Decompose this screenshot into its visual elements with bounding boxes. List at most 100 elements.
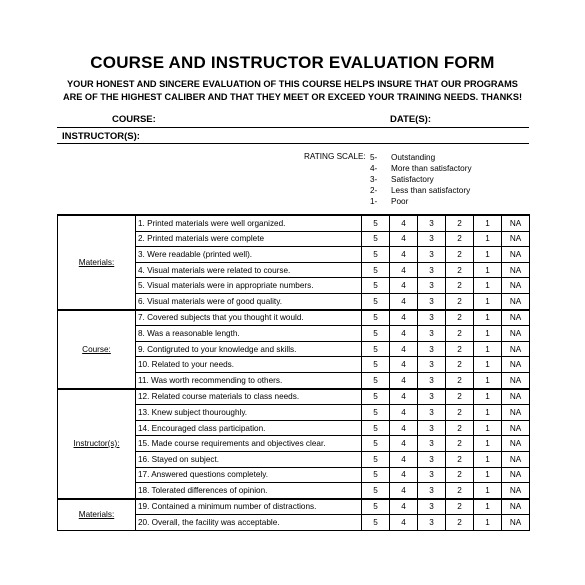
rating-option-4[interactable]: 4	[389, 404, 418, 421]
rating-option-5[interactable]: 5	[361, 356, 390, 373]
rating-option-5[interactable]: 5	[361, 246, 390, 263]
rating-option-4[interactable]: 4	[389, 261, 418, 279]
rating-option-4[interactable]: 4	[389, 466, 418, 484]
rating-option-na[interactable]: NA	[501, 325, 530, 342]
rating-option-5[interactable]: 5	[361, 435, 390, 452]
rating-option-3[interactable]: 3	[417, 404, 446, 421]
rating-option-2[interactable]: 2	[445, 246, 474, 263]
rating-option-5[interactable]: 5	[361, 387, 390, 406]
rating-option-na[interactable]: NA	[501, 435, 530, 452]
rating-option-5[interactable]: 5	[361, 308, 390, 327]
rating-option-2[interactable]: 2	[445, 466, 474, 484]
rating-option-5[interactable]: 5	[361, 213, 390, 232]
rating-option-1[interactable]: 1	[473, 230, 502, 248]
rating-option-2[interactable]: 2	[445, 230, 474, 248]
rating-option-5[interactable]: 5	[361, 277, 390, 294]
rating-option-1[interactable]: 1	[473, 404, 502, 421]
rating-option-2[interactable]: 2	[445, 419, 474, 437]
rating-option-4[interactable]: 4	[389, 308, 418, 327]
rating-option-4[interactable]: 4	[389, 230, 418, 248]
rating-option-4[interactable]: 4	[389, 356, 418, 373]
rating-option-na[interactable]: NA	[501, 213, 530, 232]
rating-option-na[interactable]: NA	[501, 356, 530, 373]
rating-option-1[interactable]: 1	[473, 261, 502, 279]
rating-option-5[interactable]: 5	[361, 497, 390, 516]
rating-option-4[interactable]: 4	[389, 435, 418, 452]
rating-option-4[interactable]: 4	[389, 292, 418, 311]
rating-option-3[interactable]: 3	[417, 497, 446, 516]
rating-option-4[interactable]: 4	[389, 497, 418, 516]
rating-option-2[interactable]: 2	[445, 514, 474, 531]
rating-option-na[interactable]: NA	[501, 340, 530, 358]
rating-option-4[interactable]: 4	[389, 213, 418, 232]
rating-option-3[interactable]: 3	[417, 292, 446, 311]
rating-option-3[interactable]: 3	[417, 482, 446, 500]
course-date-line[interactable]	[57, 127, 529, 128]
rating-option-na[interactable]: NA	[501, 482, 530, 500]
rating-option-1[interactable]: 1	[473, 450, 502, 468]
rating-option-na[interactable]: NA	[501, 230, 530, 248]
rating-option-na[interactable]: NA	[501, 404, 530, 421]
rating-option-1[interactable]: 1	[473, 356, 502, 373]
rating-option-3[interactable]: 3	[417, 340, 446, 358]
rating-option-2[interactable]: 2	[445, 277, 474, 294]
rating-option-na[interactable]: NA	[501, 246, 530, 263]
rating-option-3[interactable]: 3	[417, 450, 446, 468]
rating-option-3[interactable]: 3	[417, 325, 446, 342]
rating-option-2[interactable]: 2	[445, 308, 474, 327]
rating-option-1[interactable]: 1	[473, 387, 502, 406]
rating-option-2[interactable]: 2	[445, 261, 474, 279]
rating-option-4[interactable]: 4	[389, 340, 418, 358]
rating-option-4[interactable]: 4	[389, 325, 418, 342]
rating-option-4[interactable]: 4	[389, 450, 418, 468]
rating-option-5[interactable]: 5	[361, 450, 390, 468]
rating-option-1[interactable]: 1	[473, 213, 502, 232]
rating-option-3[interactable]: 3	[417, 277, 446, 294]
rating-option-2[interactable]: 2	[445, 325, 474, 342]
rating-option-5[interactable]: 5	[361, 340, 390, 358]
rating-option-4[interactable]: 4	[389, 246, 418, 263]
rating-option-na[interactable]: NA	[501, 514, 530, 531]
rating-option-2[interactable]: 2	[445, 435, 474, 452]
rating-option-3[interactable]: 3	[417, 387, 446, 406]
rating-option-5[interactable]: 5	[361, 404, 390, 421]
rating-option-3[interactable]: 3	[417, 435, 446, 452]
rating-option-4[interactable]: 4	[389, 277, 418, 294]
rating-option-1[interactable]: 1	[473, 482, 502, 500]
rating-option-1[interactable]: 1	[473, 246, 502, 263]
rating-option-2[interactable]: 2	[445, 292, 474, 311]
rating-option-1[interactable]: 1	[473, 514, 502, 531]
instructors-line[interactable]	[57, 143, 529, 144]
rating-option-5[interactable]: 5	[361, 292, 390, 311]
rating-option-1[interactable]: 1	[473, 371, 502, 390]
rating-option-na[interactable]: NA	[501, 450, 530, 468]
rating-option-1[interactable]: 1	[473, 277, 502, 294]
rating-option-1[interactable]: 1	[473, 466, 502, 484]
rating-option-2[interactable]: 2	[445, 371, 474, 390]
rating-option-4[interactable]: 4	[389, 387, 418, 406]
rating-option-2[interactable]: 2	[445, 340, 474, 358]
rating-option-na[interactable]: NA	[501, 466, 530, 484]
rating-option-5[interactable]: 5	[361, 261, 390, 279]
rating-option-2[interactable]: 2	[445, 213, 474, 232]
rating-option-2[interactable]: 2	[445, 497, 474, 516]
rating-option-3[interactable]: 3	[417, 308, 446, 327]
rating-option-5[interactable]: 5	[361, 325, 390, 342]
rating-option-na[interactable]: NA	[501, 277, 530, 294]
rating-option-5[interactable]: 5	[361, 482, 390, 500]
rating-option-5[interactable]: 5	[361, 466, 390, 484]
rating-option-3[interactable]: 3	[417, 261, 446, 279]
rating-option-2[interactable]: 2	[445, 404, 474, 421]
rating-option-1[interactable]: 1	[473, 292, 502, 311]
rating-option-2[interactable]: 2	[445, 450, 474, 468]
rating-option-na[interactable]: NA	[501, 497, 530, 516]
rating-option-1[interactable]: 1	[473, 497, 502, 516]
rating-option-na[interactable]: NA	[501, 308, 530, 327]
rating-option-4[interactable]: 4	[389, 419, 418, 437]
rating-option-3[interactable]: 3	[417, 514, 446, 531]
rating-option-5[interactable]: 5	[361, 419, 390, 437]
rating-option-1[interactable]: 1	[473, 435, 502, 452]
rating-option-5[interactable]: 5	[361, 514, 390, 531]
rating-option-4[interactable]: 4	[389, 371, 418, 390]
rating-option-4[interactable]: 4	[389, 514, 418, 531]
